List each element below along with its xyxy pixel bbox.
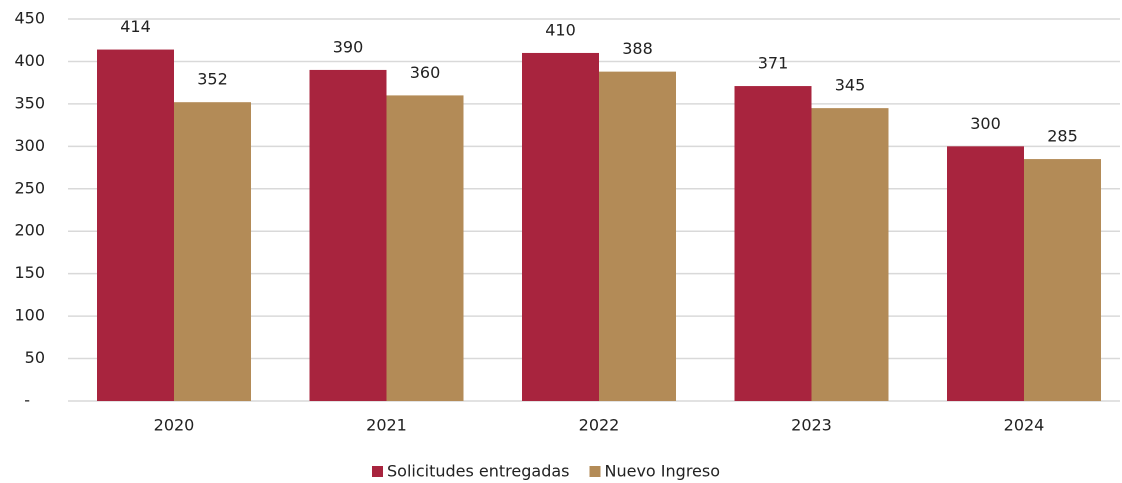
y-tick-label: 50 — [25, 348, 45, 367]
value-label: 371 — [758, 54, 789, 73]
bar — [522, 52, 599, 401]
bar — [174, 102, 251, 402]
y-tick-label: 400 — [14, 51, 45, 70]
value-label: 360 — [410, 63, 441, 82]
legend-label: Nuevo Ingreso — [605, 462, 721, 481]
x-tick-label: 2021 — [366, 416, 407, 435]
y-tick-label: 100 — [14, 306, 45, 325]
y-tick-label: 300 — [14, 136, 45, 155]
value-label: 388 — [622, 39, 653, 58]
value-label: 345 — [835, 76, 866, 95]
value-label: 390 — [333, 37, 364, 56]
bar — [1024, 159, 1101, 401]
x-tick-label: 2022 — [579, 416, 620, 435]
y-tick-label: 200 — [14, 221, 45, 240]
legend-label: Solicitudes entregadas — [387, 462, 570, 481]
bar — [386, 95, 464, 402]
value-label: 410 — [545, 20, 576, 39]
x-tick-label: 2023 — [791, 416, 832, 435]
value-label: 285 — [1047, 127, 1078, 146]
bar — [309, 69, 387, 401]
value-label: 300 — [970, 114, 1001, 133]
y-tick-label: 350 — [14, 93, 45, 112]
bar — [947, 146, 1024, 401]
legend-swatch — [372, 466, 383, 477]
y-tick-label: 150 — [14, 263, 45, 282]
value-label: 352 — [197, 70, 228, 89]
bar — [734, 86, 812, 401]
y-tick-label: 250 — [14, 178, 45, 197]
bar — [599, 71, 676, 402]
y-tick-label: 450 — [14, 9, 45, 28]
bar — [97, 49, 174, 402]
bar — [811, 108, 889, 401]
y-tick-label: - — [24, 391, 30, 410]
legend-swatch — [589, 466, 601, 477]
value-label: 414 — [120, 17, 151, 36]
x-tick-label: 2020 — [154, 416, 195, 435]
x-tick-label: 2024 — [1004, 416, 1045, 435]
